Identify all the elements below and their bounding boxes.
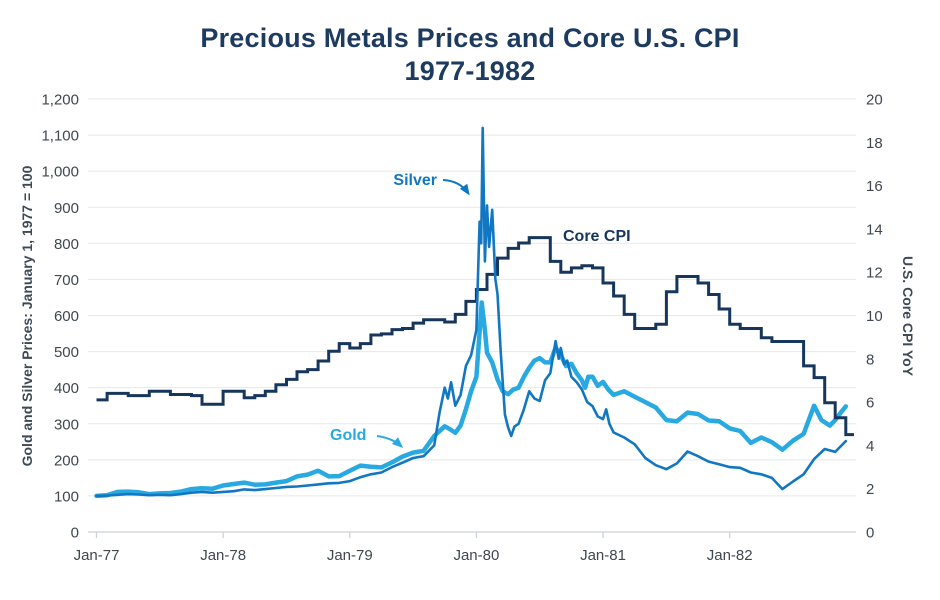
y-left-tick-label: 600 (54, 308, 79, 325)
y-left-tick-label: 1,100 (41, 128, 79, 145)
right-axis-title: U.S. Core CPI YoY (900, 255, 916, 377)
y-right-tick-label: 8 (866, 351, 874, 368)
y-left-tick-label: 400 (54, 380, 79, 397)
y-left-tick-label: 0 (71, 525, 79, 542)
chart-title-line2: 1977-1982 (404, 56, 536, 86)
core-cpi-series-label: Core CPI (563, 228, 631, 245)
y-right-tick-label: 4 (866, 438, 874, 455)
x-tick-label: Jan-80 (453, 547, 499, 564)
y-left-tick-label: 200 (54, 452, 79, 469)
y-right-tick-label: 0 (866, 525, 874, 542)
y-right-tick-label: 10 (866, 308, 883, 325)
x-tick-label: Jan-79 (327, 547, 373, 564)
chart-title-line1: Precious Metals Prices and Core U.S. CPI (200, 23, 740, 53)
x-tick-label: Jan-82 (707, 547, 753, 564)
gold-line (94, 300, 849, 499)
y-right-tick-label: 20 (866, 92, 883, 109)
y-right-tick-label: 6 (866, 395, 874, 412)
y-right-tick-label: 14 (866, 221, 883, 238)
silver-line (95, 126, 848, 498)
silver-series-label: Silver (393, 172, 437, 189)
y-left-tick-label: 100 (54, 488, 79, 505)
gold-annotation-arrowhead (392, 437, 404, 448)
y-left-tick-label: 1,000 (41, 164, 79, 181)
y-right-tick-label: 18 (866, 135, 883, 152)
left-axis-title: Gold and Silver Prices: January 1, 1977 … (19, 165, 35, 467)
y-left-tick-label: 1,200 (41, 92, 79, 109)
silver-annotation-arrowhead (459, 183, 470, 196)
y-right-tick-label: 16 (866, 178, 883, 195)
y-right-tick-label: 2 (866, 481, 874, 498)
y-left-tick-label: 500 (54, 344, 79, 361)
x-tick-label: Jan-78 (200, 547, 246, 564)
gold-series-label: Gold (330, 427, 367, 444)
y-right-tick-label: 12 (866, 265, 883, 282)
x-tick-label: Jan-81 (580, 547, 626, 564)
y-left-tick-label: 900 (54, 200, 79, 217)
y-left-tick-label: 700 (54, 272, 79, 289)
y-left-tick-label: 300 (54, 416, 79, 433)
chart-title: Precious Metals Prices and Core U.S. CPI… (0, 22, 940, 88)
y-left-tick-label: 800 (54, 236, 79, 253)
x-tick-label: Jan-77 (74, 547, 120, 564)
